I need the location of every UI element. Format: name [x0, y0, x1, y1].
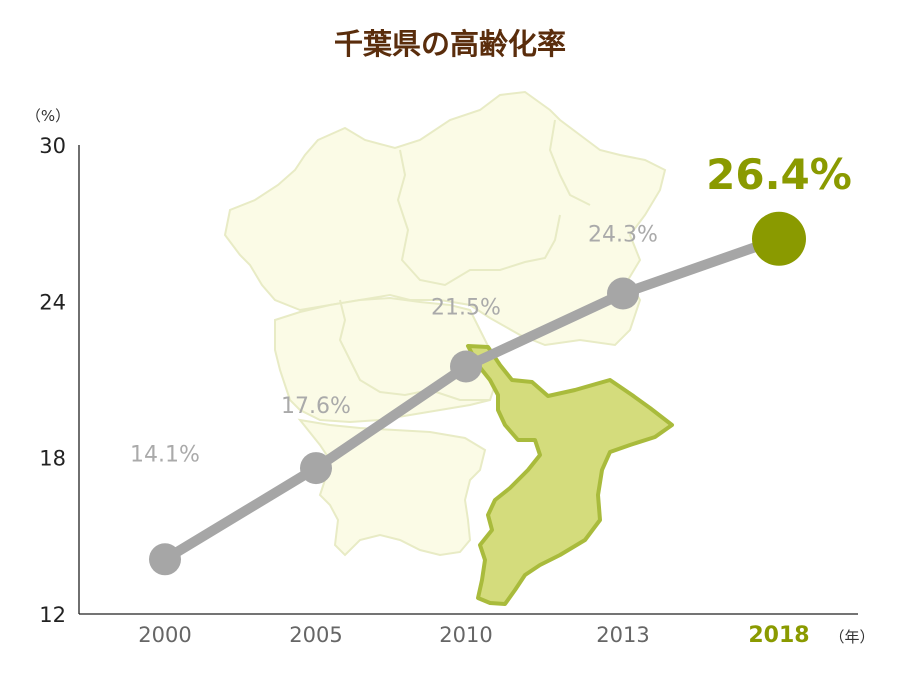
data-point	[149, 543, 181, 576]
map-region-south	[297, 418, 487, 557]
map-border-line	[548, 119, 591, 206]
x-ticks: 2000 2005 2010 2013 2018	[138, 623, 809, 648]
map-borders	[338, 119, 591, 401]
data-point	[607, 277, 639, 310]
y-tick-label: 24	[39, 290, 66, 314]
x-axis-unit: （年）	[829, 628, 874, 646]
x-tick-label: 2018	[748, 623, 809, 648]
map-region-north	[223, 90, 667, 347]
x-tick-label: 2013	[596, 623, 649, 647]
y-axis-unit: （%）	[26, 107, 70, 125]
chart-title: 千葉県の高齢化率	[334, 27, 566, 61]
data-point-highlight	[752, 211, 806, 266]
chiba-prefecture-shape	[466, 344, 674, 606]
y-tick-label: 18	[39, 447, 66, 471]
data-point	[300, 452, 332, 485]
x-tick-label: 2010	[439, 623, 492, 647]
map-border-line	[338, 299, 431, 397]
data-label-highlight: 26.4%	[706, 150, 852, 199]
map-border-line	[396, 149, 561, 287]
y-tick-label: 30	[39, 134, 66, 158]
data-label: 21.5%	[431, 295, 501, 320]
data-label: 17.6%	[281, 394, 351, 419]
x-tick-label: 2000	[138, 623, 191, 647]
y-tick-label: 12	[39, 603, 66, 627]
data-label: 14.1%	[130, 442, 200, 467]
y-ticks: 12 18 24 30	[39, 134, 66, 627]
x-tick-label: 2005	[289, 623, 342, 647]
kanto-map-illustration	[223, 90, 667, 557]
series-points	[149, 211, 806, 576]
data-label: 24.3%	[588, 223, 658, 248]
data-labels: 14.1% 17.6% 21.5% 24.3% 26.4%	[130, 150, 852, 467]
data-point	[450, 350, 482, 383]
map-border-line	[429, 389, 490, 401]
